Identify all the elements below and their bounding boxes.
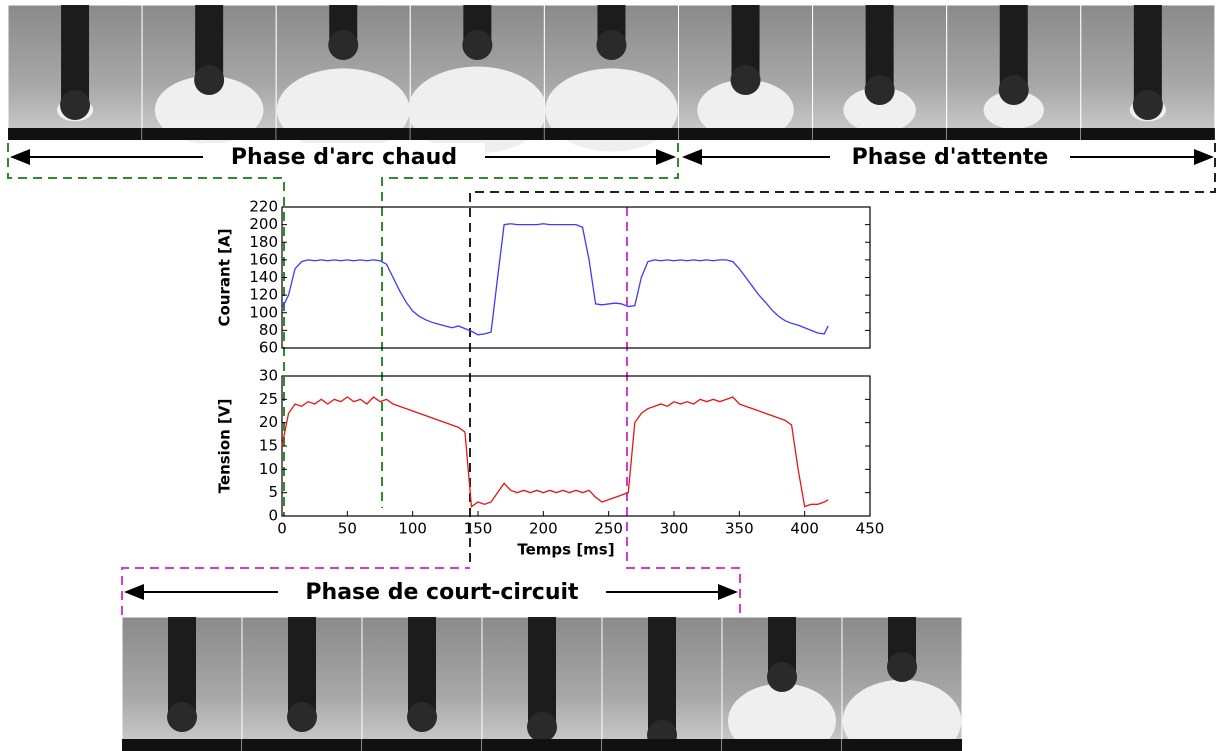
phase-label: Phase d'attente: [852, 145, 1049, 170]
y-tick-label: 30: [259, 367, 278, 385]
workpiece: [544, 128, 679, 140]
y-tick-label: 160: [249, 250, 278, 268]
x-axis-label: Temps [ms]: [517, 541, 614, 559]
y-tick-label: 200: [249, 215, 278, 233]
x-tick-label: 100: [398, 520, 427, 538]
workpiece: [1080, 128, 1215, 140]
y-tick-label: 120: [249, 286, 278, 304]
arc-glow: [983, 91, 1044, 129]
y-tick-label: 80: [259, 321, 278, 339]
phase-label: Phase d'arc chaud: [231, 145, 457, 170]
arc-glow: [697, 79, 794, 141]
arc-outline: [7, 143, 285, 516]
x-tick-label: 300: [660, 520, 689, 538]
x-tick-label: 50: [338, 520, 357, 538]
droplet: [328, 30, 359, 60]
phase-label: Phase de court-circuit: [305, 580, 579, 605]
arc-outline: [381, 143, 679, 508]
workpiece: [122, 739, 242, 751]
y-tick-label: 100: [249, 303, 278, 321]
x-tick-label: 250: [594, 520, 623, 538]
workpiece: [482, 739, 602, 751]
data-line: [281, 223, 829, 336]
droplet: [407, 702, 437, 732]
workpiece: [362, 739, 482, 751]
droplet: [60, 90, 91, 120]
label-bg: [830, 143, 1070, 171]
phase-outlines: [7, 143, 1216, 615]
electrode: [168, 617, 196, 717]
court-circuit-outline: [626, 207, 741, 615]
attente-outline: [469, 143, 1216, 568]
arc-glow: [728, 683, 836, 751]
arc-glow: [407, 66, 547, 154]
droplet: [194, 65, 225, 95]
droplet: [887, 652, 917, 682]
data-line: [281, 396, 829, 508]
droplet: [287, 702, 317, 732]
workpiece: [410, 128, 545, 140]
workpiece: [242, 739, 362, 751]
electrode: [61, 5, 90, 105]
workpiece: [946, 128, 1081, 140]
droplet: [527, 712, 557, 742]
y-tick-label: 0: [268, 507, 278, 525]
workpiece: [602, 739, 722, 751]
x-tick-label: 400: [790, 520, 819, 538]
workpiece: [678, 128, 813, 140]
y-tick-label: 10: [259, 460, 278, 478]
y-tick-label: 60: [259, 339, 278, 357]
workpiece: [8, 128, 143, 140]
droplet: [730, 65, 761, 95]
electrode: [1133, 5, 1162, 105]
y-tick-label: 15: [259, 437, 278, 455]
droplet: [167, 702, 197, 732]
arc-glow: [842, 679, 962, 751]
y-tick-label: 5: [268, 483, 278, 501]
x-tick-label: 350: [725, 520, 754, 538]
workpiece: [722, 739, 842, 751]
y-tick-label: 220: [249, 198, 278, 216]
droplet: [767, 662, 797, 692]
arc-glow: [154, 75, 264, 145]
droplet: [998, 75, 1029, 105]
plot-area: [281, 375, 871, 517]
x-tick-label: 150: [464, 520, 493, 538]
workpiece: [842, 739, 962, 751]
court-circuit-outline: [121, 567, 470, 615]
y-axis-label: Courant [A]: [216, 229, 234, 327]
phase-arrows: [10, 143, 1214, 606]
arc-glow: [843, 87, 916, 133]
y-tick-label: 25: [259, 390, 278, 408]
droplet: [864, 75, 895, 105]
droplet: [1132, 90, 1163, 120]
workpiece: [142, 128, 277, 140]
electrode: [288, 617, 316, 717]
plot-area: [281, 206, 871, 349]
droplet: [596, 30, 627, 60]
photo-strips: [7, 4, 1216, 751]
x-tick-label: 200: [529, 520, 558, 538]
label-bg: [278, 578, 606, 606]
y-tick-label: 20: [259, 413, 278, 431]
y-tick-label: 180: [249, 233, 278, 251]
workpiece: [276, 128, 411, 140]
x-tick-label: 450: [856, 520, 885, 538]
label-bg: [203, 143, 485, 171]
y-tick-label: 140: [249, 268, 278, 286]
x-tick-label: 0: [277, 520, 287, 538]
electrode: [408, 617, 436, 717]
electrode: [648, 617, 676, 735]
electrode: [528, 617, 556, 727]
y-axis-label: Tension [V]: [216, 399, 234, 494]
workpiece: [812, 128, 947, 140]
droplet: [462, 30, 493, 60]
